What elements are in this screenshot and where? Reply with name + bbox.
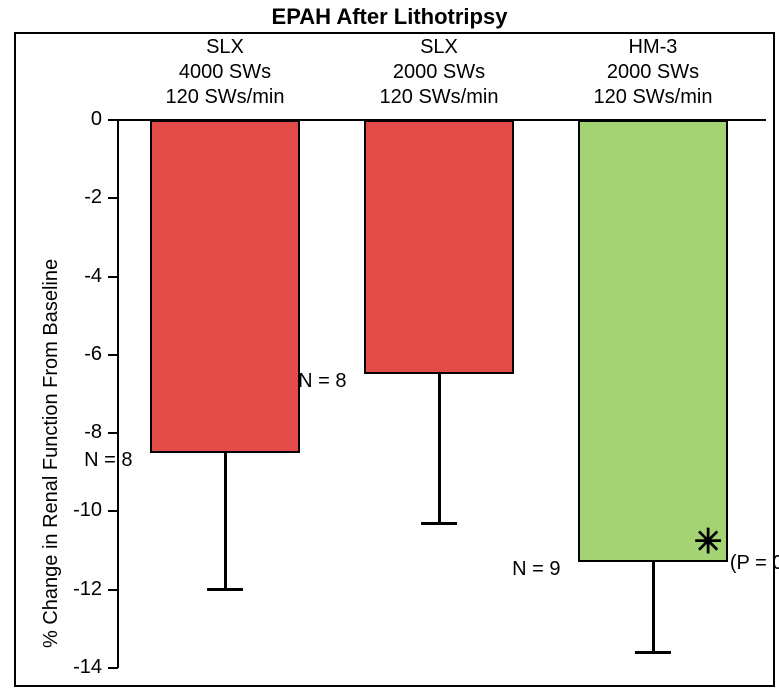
bar-header-label: SLX4000 SWs120 SWs/min (125, 35, 325, 110)
bar-header-line: HM-3 (553, 35, 753, 60)
y-tick (108, 510, 118, 512)
y-tick-label: -2 (0, 186, 102, 209)
bar-n-label: N = 9 (512, 558, 560, 581)
significance-star-icon: ✳ (694, 522, 723, 562)
bar-header-line: 4000 SWs (125, 60, 325, 85)
bar-header-line: 120 SWs/min (339, 85, 539, 110)
error-bar-line (652, 560, 655, 652)
bar (150, 120, 300, 453)
error-bar-cap (207, 588, 243, 591)
chart-title: EPAH After Lithotripsy (0, 4, 779, 30)
bar-n-label: N = 8 (84, 449, 132, 472)
error-bar-cap (421, 522, 457, 525)
bar-header-line: SLX (339, 35, 539, 60)
y-tick (108, 276, 118, 278)
bar-n-label: N = 8 (298, 370, 346, 393)
y-tick (108, 354, 118, 356)
bar-header-line: SLX (125, 35, 325, 60)
bar-header-line: 120 SWs/min (125, 85, 325, 110)
bar (578, 120, 728, 562)
bar (364, 120, 514, 374)
error-bar-cap (635, 651, 671, 654)
y-tick (108, 667, 118, 669)
bar-header-label: HM-32000 SWs120 SWs/min (553, 35, 753, 110)
y-tick (108, 432, 118, 434)
y-tick-label: 0 (0, 108, 102, 131)
error-bar-line (224, 451, 227, 590)
y-tick (108, 197, 118, 199)
y-tick (108, 119, 118, 121)
bar-header-line: 2000 SWs (553, 60, 753, 85)
y-tick-label: -14 (0, 656, 102, 679)
y-tick (108, 589, 118, 591)
y-axis (117, 120, 119, 668)
bar-header-line: 120 SWs/min (553, 85, 753, 110)
error-bar-line (438, 372, 441, 523)
bar-header-label: SLX2000 SWs120 SWs/min (339, 35, 539, 110)
bar-p-label: (P = 0.002) (730, 552, 779, 575)
bar-header-line: 2000 SWs (339, 60, 539, 85)
y-axis-label: % Change in Renal Function From Baseline (40, 259, 63, 648)
